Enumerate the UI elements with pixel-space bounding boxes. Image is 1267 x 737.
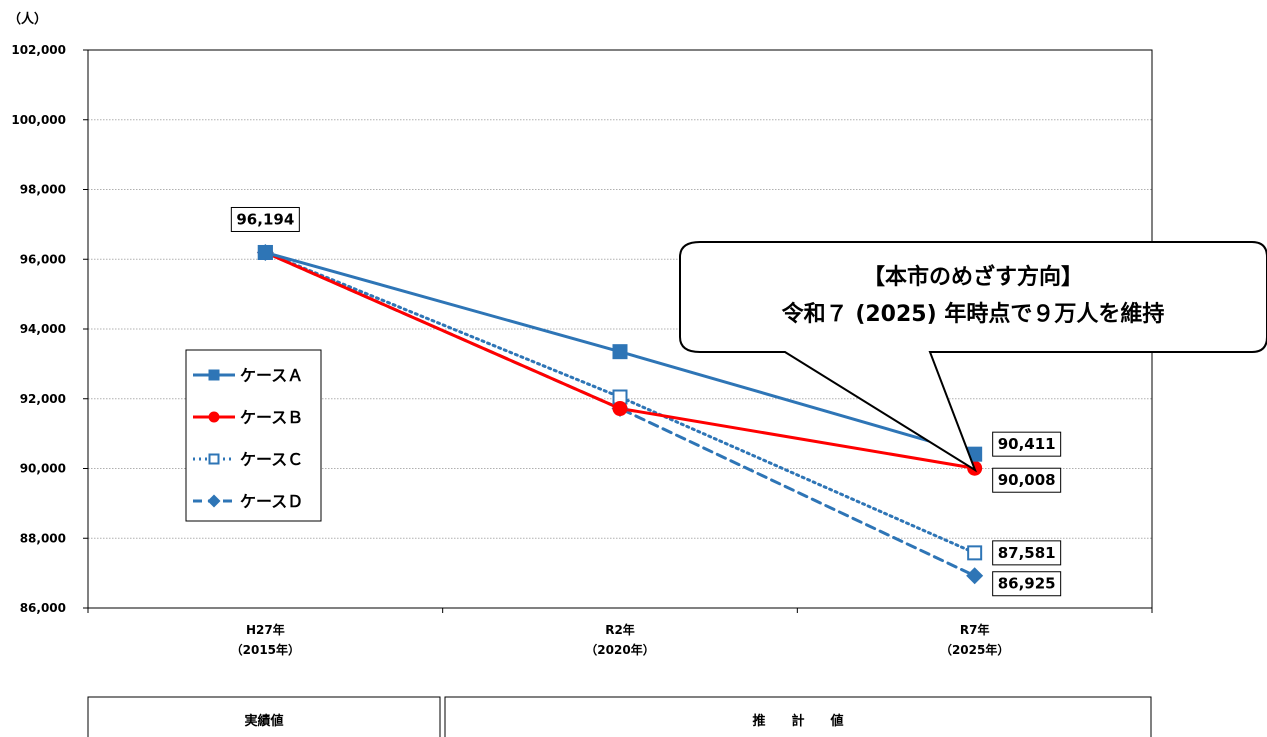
data-label-box <box>230 206 300 232</box>
legend-marker <box>208 369 220 381</box>
legend-marker <box>208 453 220 465</box>
y-tick-label: 92,000 <box>20 392 66 406</box>
legend-marker <box>208 411 220 423</box>
legend-marker <box>207 494 221 508</box>
y-tick-label: 88,000 <box>20 531 66 545</box>
data-label-box <box>992 571 1062 597</box>
data-label-box <box>992 540 1062 566</box>
y-unit-label: （人） <box>8 11 47 27</box>
x-tick-labels: H27年 （2015年） R2年 （2020年） R7年 （2025年） <box>231 622 1010 657</box>
table-header-estimate: 推 計 値 <box>752 713 843 729</box>
y-tick-label: 102,000 <box>11 43 66 57</box>
x-tick-label: R2年 <box>605 622 635 637</box>
legend-label: ケースＢ <box>240 408 303 427</box>
y-tick-label: 98,000 <box>20 183 66 197</box>
x-tick-label-year: （2025年） <box>940 642 1009 657</box>
callout-bubble <box>679 241 1267 473</box>
table-cell-estimate <box>444 696 1152 737</box>
y-tick-label: 90,000 <box>20 462 66 476</box>
x-tick-label: R7年 <box>960 622 990 637</box>
y-tick-labels: 86,000 88,000 90,000 92,000 94,000 96,000 98,0… <box>11 43 66 615</box>
data-table-header: 実績値 推 計 値 <box>87 696 1152 737</box>
data-label: 86,925 <box>998 575 1056 593</box>
data-labels: 96,194 90,411 90,008 87,581 86,925 <box>230 206 1062 597</box>
x-tick-label-year: （2015年） <box>231 642 300 657</box>
y-tick-label: 100,000 <box>11 113 66 127</box>
series-marker-4 <box>966 567 984 585</box>
data-label: 90,008 <box>998 471 1056 489</box>
series-marker-1 <box>612 344 628 360</box>
x-tick-label-year: （2020年） <box>585 642 654 657</box>
data-label: 96,194 <box>236 210 294 228</box>
data-label-box <box>992 431 1062 457</box>
x-tick-label: H27年 <box>246 622 285 637</box>
legend-label: ケースＡ <box>240 366 303 385</box>
data-label: 90,411 <box>998 435 1056 453</box>
series-marker-1 <box>257 244 273 260</box>
y-tick-label: 86,000 <box>20 601 66 615</box>
table-cell-actual <box>87 696 441 737</box>
callout-body: 令和７ (2025) 年時点で９万人を維持 <box>782 301 1165 327</box>
y-tick-label: 96,000 <box>20 252 66 266</box>
legend-label: ケースＣ <box>240 450 303 469</box>
series-marker-2 <box>612 401 628 417</box>
data-label-box <box>992 467 1062 493</box>
series-marker-3 <box>967 545 983 561</box>
callout: 【本市のめざす方向】 令和７ (2025) 年時点で９万人を維持 <box>679 241 1267 473</box>
callout-title: 【本市のめざす方向】 <box>863 264 1083 290</box>
legend: ケースＡ ケースＢ ケースＣ ケースＤ <box>185 349 322 522</box>
y-tick-label: 94,000 <box>20 322 66 336</box>
legend-label: ケースＤ <box>240 492 303 511</box>
data-label: 87,581 <box>998 544 1056 562</box>
table-header-actual: 実績値 <box>244 713 283 729</box>
